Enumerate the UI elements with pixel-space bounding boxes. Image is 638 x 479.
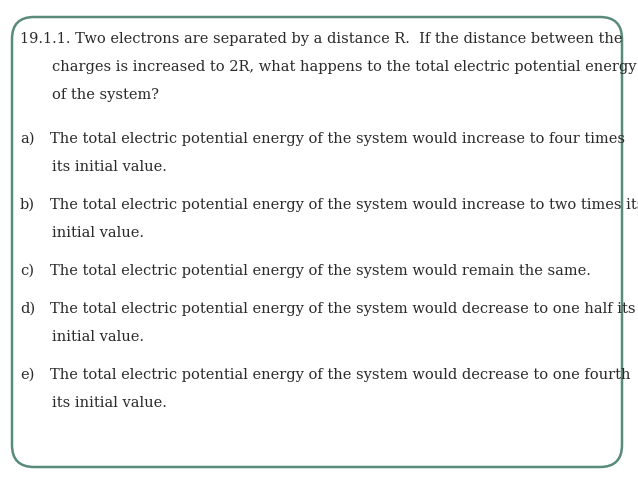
Text: The total electric potential energy of the system would decrease to one fourth: The total electric potential energy of t… — [50, 368, 630, 382]
Text: b): b) — [20, 198, 35, 212]
FancyBboxPatch shape — [12, 17, 622, 467]
Text: a): a) — [20, 132, 34, 146]
Text: of the system?: of the system? — [52, 88, 159, 102]
Text: The total electric potential energy of the system would remain the same.: The total electric potential energy of t… — [50, 264, 591, 278]
Text: 19.1.1. Two electrons are separated by a distance R.  If the distance between th: 19.1.1. Two electrons are separated by a… — [20, 32, 623, 46]
Text: initial value.: initial value. — [52, 330, 144, 344]
Text: d): d) — [20, 302, 35, 316]
Text: c): c) — [20, 264, 34, 278]
Text: The total electric potential energy of the system would increase to two times it: The total electric potential energy of t… — [50, 198, 638, 212]
Text: its initial value.: its initial value. — [52, 396, 167, 410]
Text: initial value.: initial value. — [52, 226, 144, 240]
Text: The total electric potential energy of the system would increase to four times: The total electric potential energy of t… — [50, 132, 625, 146]
Text: e): e) — [20, 368, 34, 382]
Text: The total electric potential energy of the system would decrease to one half its: The total electric potential energy of t… — [50, 302, 635, 316]
Text: charges is increased to 2R, what happens to the total electric potential energy: charges is increased to 2R, what happens… — [52, 60, 637, 74]
Text: its initial value.: its initial value. — [52, 160, 167, 174]
